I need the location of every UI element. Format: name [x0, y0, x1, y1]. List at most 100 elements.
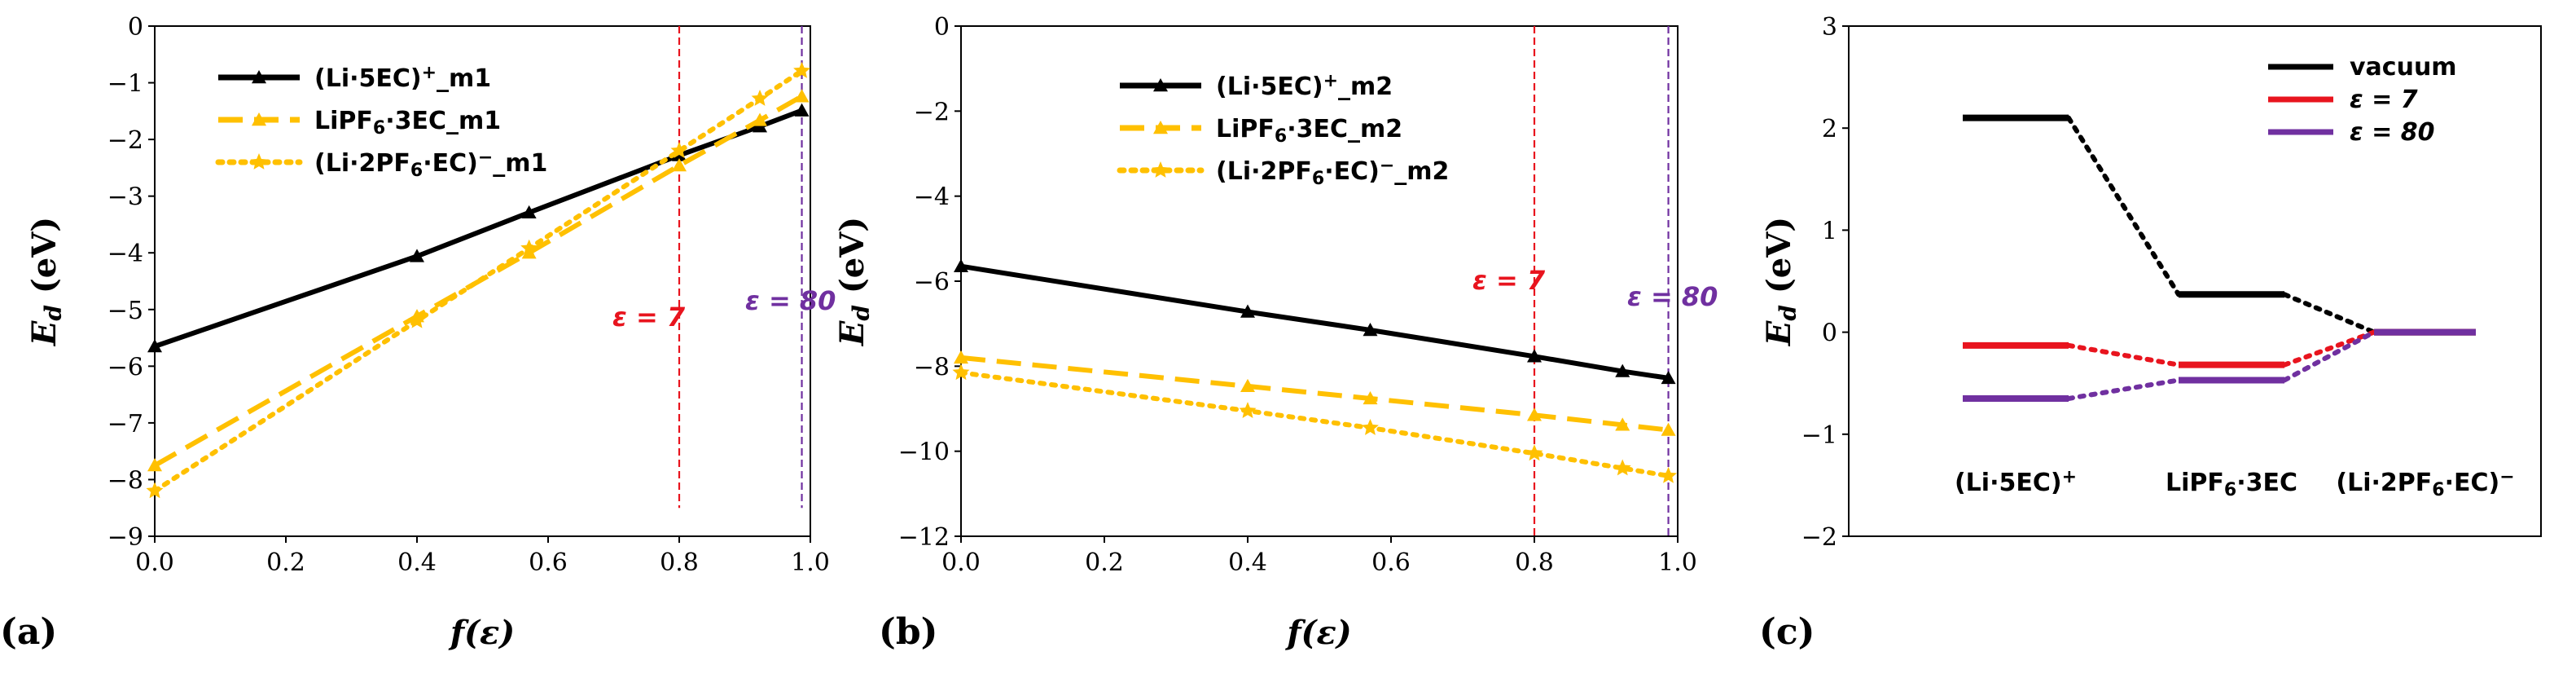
panel-a-data-point [408, 311, 426, 328]
panel-c-category-label: LiPF6·3EC [2166, 469, 2297, 500]
panel-b-panel-label: (b) [879, 611, 937, 653]
panel-a-ytick-label: −7 [108, 410, 143, 438]
panel-c-panel-label: (c) [1759, 611, 1815, 653]
panel-a-legend-marker [250, 153, 268, 170]
panel-c-connector [2282, 329, 2376, 368]
panel-a-legend-label-part: 6 [373, 118, 385, 139]
panel-a-legend-label: (Li·2PF6·EC)−_m1 [314, 148, 547, 180]
panel-c-category-label-part: + [2062, 467, 2077, 487]
panel-a-legend-label-part: 6 [410, 161, 423, 181]
panel-b-data-point [1239, 402, 1257, 418]
panel-a-ylabel-sub: d [40, 305, 67, 321]
panel-b-data-point [1661, 370, 1676, 385]
panel-a-legend-label-part: − [478, 148, 493, 168]
panel-b-data-point [1240, 378, 1255, 393]
panel-b-ylabel-sub: d [848, 305, 875, 321]
panel-a-legend-label-part: (Li·5EC) [314, 64, 422, 93]
panel-b-data-point [1615, 363, 1630, 377]
panel-a-legend-label-part: + [422, 63, 437, 83]
panel-a-series-line [153, 94, 803, 468]
panel-a-legend-label: (Li·5EC)+_m1 [314, 63, 491, 93]
panel-b-ytick-label: −8 [914, 353, 950, 381]
panel-a-data-point [146, 482, 164, 499]
panel-a-xtick-label: 0.8 [660, 548, 699, 577]
panel-b-legend-label-part: ·3EC_m2 [1287, 115, 1402, 143]
panel-a-data-point [147, 338, 162, 353]
panel-a-vline-label: ε = 80 [745, 285, 836, 316]
panel-a-ytick-label: 0 [128, 13, 143, 42]
panel-a-ytick-label: −1 [108, 70, 143, 99]
panel-a-legend-label-part: _m1 [493, 149, 547, 178]
panel-b-ytick-label: −10 [898, 438, 950, 467]
panel-b-legend-label-part: LiPF [1216, 115, 1275, 143]
panel-a-ytick-label: −8 [108, 466, 143, 495]
panel-c-category-label-part: 6 [2432, 480, 2444, 500]
panel-a-frame [154, 25, 811, 537]
panel-b-legend-label-part: 6 [1275, 126, 1287, 147]
panel-a-ytick-label: −3 [108, 183, 143, 212]
panel-c-ylabel-sub: d [1775, 305, 1801, 321]
panel-a-series-line [152, 68, 805, 494]
panel-a-data-point [753, 112, 768, 126]
panel-a-series-line [154, 108, 803, 349]
panel-c-ytick-label: 2 [1822, 115, 1837, 143]
panel-c-legend-label: ε = 80 [2350, 118, 2434, 147]
panel-a-legend-label-part: _m1 [437, 64, 491, 93]
panel-a-data-point [672, 158, 687, 172]
panel-b-legend-label-part: + [1323, 71, 1338, 91]
panel-a-vline-label: ε = 7 [612, 302, 686, 333]
panel-b-legend-label-part: ·EC) [1324, 157, 1380, 186]
panel-a-data-point [410, 249, 424, 262]
panel-c-category-label-part: (Li·5EC) [1955, 469, 2062, 497]
panel-c-connector [2282, 292, 2376, 335]
panel-a-legend-label-part: (Li·2PF [314, 149, 410, 178]
panel-a-data-point [793, 61, 810, 78]
panel-a-legend-label-part: ·EC) [423, 149, 478, 178]
panel-a-legend-marker [252, 112, 266, 126]
panel-b-xtick-label: 0.8 [1515, 548, 1554, 577]
panel-b-xtick-label: 0.0 [941, 548, 981, 577]
panel-c-connector [2066, 377, 2181, 401]
panel-b-data-point [1525, 444, 1543, 461]
panel-c-legend-label: ε = 7 [2350, 86, 2418, 114]
panel-a-data-point [670, 142, 688, 158]
panel-b-legend-marker [1152, 161, 1170, 178]
panel-b-data-point [1661, 422, 1676, 436]
panel-b-data-point [1613, 459, 1631, 476]
panel-a-legend-label: LiPF6·3EC_m1 [314, 107, 501, 139]
panel-a-ytick-label: −2 [108, 126, 143, 155]
panel-b-ytick-label: −6 [914, 268, 950, 297]
panel-b-legend-label-part: (Li·2PF [1216, 157, 1312, 186]
panel-b-series-line [959, 370, 1671, 478]
panel-b-xtick-label: 0.2 [1085, 548, 1124, 577]
panel-b-data-point [1362, 419, 1379, 435]
panel-a-data-point [751, 90, 769, 106]
panel-a-data-point [520, 239, 538, 256]
panel-a-xtick-label: 0.4 [397, 548, 437, 577]
panel-b-xtick-label: 0.4 [1228, 548, 1267, 577]
panel-c-ylabel: Ed (eV) [1760, 217, 1801, 346]
panel-b-ylabel-e: E [833, 320, 871, 346]
panel-a-data-point [794, 89, 810, 103]
panel-c-category-label-part: (Li·2PF [2336, 469, 2432, 497]
panel-b-vline-label: ε = 80 [1627, 281, 1718, 312]
panel-c-ytick-label: −1 [1801, 421, 1837, 450]
panel-b-data-point [954, 258, 968, 272]
panel-c-ylabel-unit: (eV) [1760, 217, 1798, 305]
panel-b-data-point [952, 363, 970, 381]
panel-b-ytick-label: −4 [914, 183, 950, 212]
panel-a-xtick-label: 1.0 [791, 548, 830, 577]
panel-a-xlabel: f(ε) [448, 614, 515, 652]
panel-b-data-point [1363, 322, 1378, 337]
panel-a-ytick-label: −4 [108, 240, 143, 268]
panel-a-legend-label-part: LiPF [314, 107, 373, 135]
panel-a-ytick-label: −5 [108, 297, 143, 325]
panel-b-legend-label-part: − [1380, 156, 1394, 176]
panel-b-data-point [1660, 466, 1677, 483]
panel-b-legend-label-part: 6 [1312, 169, 1324, 189]
panel-b-xlabel: f(ε) [1284, 614, 1351, 652]
panel-b-data-point [1615, 417, 1630, 431]
panel-b-data-point [1363, 390, 1378, 405]
panel-b-data-point [954, 350, 968, 364]
